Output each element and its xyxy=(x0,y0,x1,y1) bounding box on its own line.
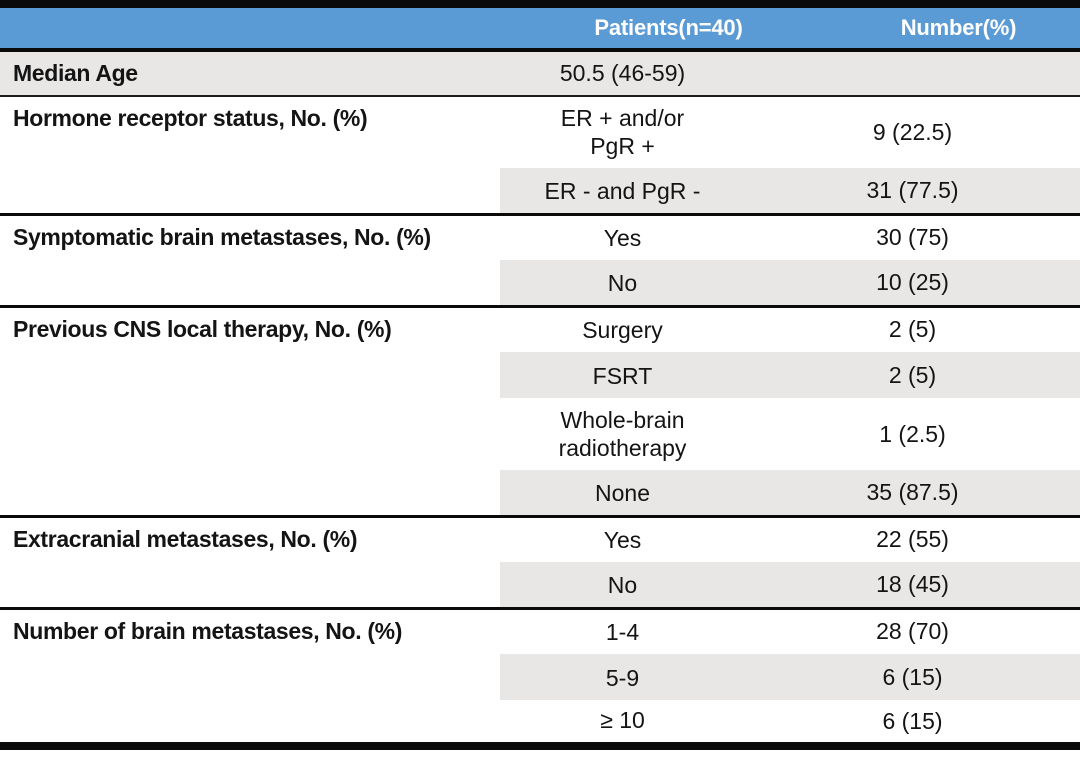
table-row: Previous CNS local therapy, No. (%) Surge… xyxy=(0,304,1080,516)
header-number-cell: Number(%) xyxy=(745,4,1080,52)
row-label: Symptomatic brain metastases, No. (%) xyxy=(0,212,500,306)
value-cell: FSRT xyxy=(500,352,745,398)
table-row: Hormone receptor status, No. (%) ER + and… xyxy=(0,95,1080,214)
table-row: No 18 (45) xyxy=(0,562,1080,608)
row-label: Previous CNS local therapy, No. (%) xyxy=(0,304,500,516)
value-cell: 1-4 xyxy=(500,606,745,654)
value-cell: No xyxy=(500,260,745,306)
table-row: FSRT 2 (5) xyxy=(0,352,1080,398)
table-row: Extracranial metastases, No. (%) Yes 22 (5… xyxy=(0,514,1080,608)
number-cell xyxy=(745,50,1080,96)
header-patients-label: Patients(n=40) xyxy=(594,15,743,40)
table-row: No 10 (25) xyxy=(0,260,1080,306)
number-cell: 10 (25) xyxy=(745,260,1080,306)
number-cell: 35 (87.5) xyxy=(745,470,1080,516)
patient-characteristics-table: Patients(n=40) Number(%) Median Age 50.5 … xyxy=(0,0,1080,750)
number-cell: 31 (77.5) xyxy=(745,168,1080,214)
value-cell: None xyxy=(500,470,745,516)
table-row: 5-9 6 (15) xyxy=(0,654,1080,700)
table-row: Median Age 50.5 (46-59) xyxy=(0,50,1080,96)
value-cell: ≥ 10 xyxy=(600,707,645,734)
number-cell: 2 (5) xyxy=(745,352,1080,398)
row-label: Hormone receptor status, No. (%) xyxy=(0,95,500,214)
value-cell: 50.5 (46-59) xyxy=(500,50,745,96)
number-cell: 30 (75) xyxy=(745,212,1080,260)
value-cell: Whole-brain radiotherapy xyxy=(558,406,687,462)
number-cell: 2 (5) xyxy=(745,304,1080,352)
table-row: Number of brain metastases, No. (%) 1-4 28… xyxy=(0,606,1080,746)
header-empty-cell xyxy=(0,4,500,52)
header-patients-cell: Patients(n=40) xyxy=(500,4,745,52)
table-row: Whole-brain radiotherapy 1 (2.5) xyxy=(0,398,1080,470)
number-cell: 6 (15) xyxy=(745,654,1080,700)
row-label: Number of brain metastases, No. (%) xyxy=(0,606,500,746)
row-label: Extracranial metastases, No. (%) xyxy=(0,514,500,608)
table-header-row: Patients(n=40) Number(%) xyxy=(0,4,1080,52)
value-cell: No xyxy=(500,562,745,608)
value-cell: Yes xyxy=(500,212,745,260)
number-cell: 9 (22.5) xyxy=(745,95,1080,168)
value-cell: ER + and/or PgR + xyxy=(500,95,745,168)
table-row: ≥ 10 6 (15) xyxy=(0,700,1080,746)
table-row: None 35 (87.5) xyxy=(0,470,1080,516)
header-number-label: Number(%) xyxy=(900,15,1017,40)
value-cell: Yes xyxy=(500,514,745,562)
number-cell: 1 (2.5) xyxy=(879,420,946,447)
table-row: Symptomatic brain metastases, No. (%) Yes… xyxy=(0,212,1080,306)
value-cell: ER - and PgR - xyxy=(500,168,745,214)
number-cell: 22 (55) xyxy=(745,514,1080,562)
value-cell: Surgery xyxy=(500,304,745,352)
row-label: Median Age xyxy=(0,50,500,96)
value-cell: 5-9 xyxy=(500,654,745,700)
number-cell: 28 (70) xyxy=(745,606,1080,654)
number-cell: 6 (15) xyxy=(882,707,943,734)
number-cell: 18 (45) xyxy=(745,562,1080,608)
table-body: Median Age 50.5 (46-59) Hormone receptor s… xyxy=(0,50,1080,746)
table-row: ER - and PgR -31 (77.5) xyxy=(0,168,1080,214)
